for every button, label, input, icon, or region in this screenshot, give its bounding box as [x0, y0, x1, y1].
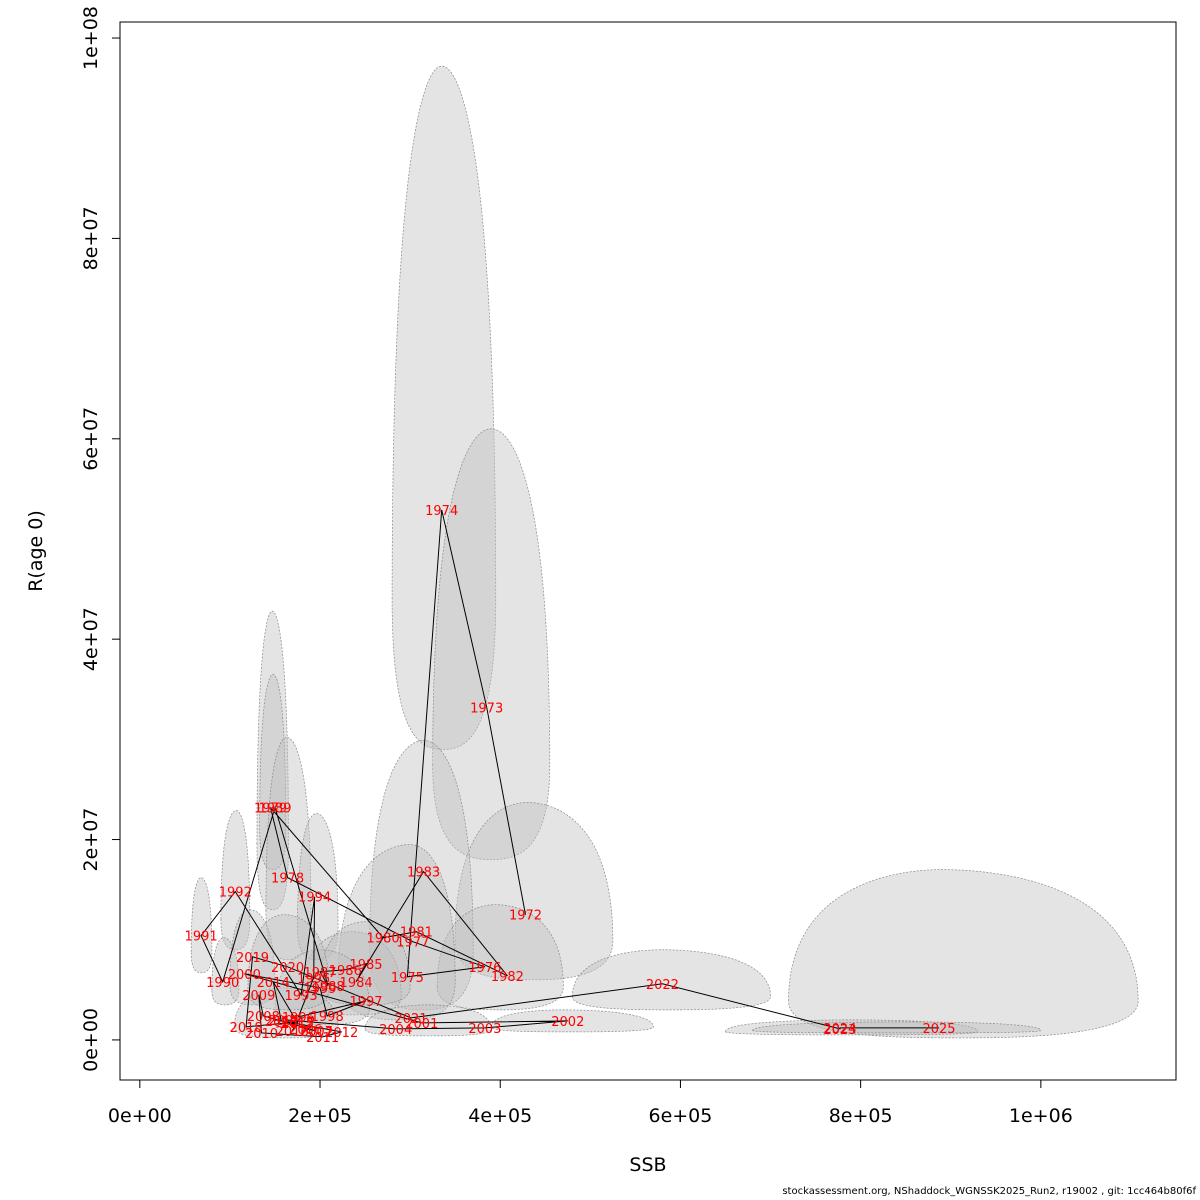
year-label: 2013	[265, 1015, 298, 1030]
y-tick-label: 6e+07	[80, 407, 102, 471]
uncertainty-region	[391, 65, 497, 750]
year-label: 1995	[297, 972, 330, 987]
uncertainty-region	[432, 428, 551, 860]
year-label: 2007	[300, 1025, 333, 1040]
y-axis: 0e+00 2e+07 4e+07 6e+07 8e+07 1e+08	[80, 6, 121, 1072]
year-label: 1981	[400, 926, 433, 941]
year-label: 2005	[268, 1014, 301, 1029]
footer-caption: stockassessment.org, NShaddock_WGNSSK202…	[782, 1186, 1196, 1197]
uncertainty-regions	[190, 65, 1139, 1039]
year-label: 2010	[245, 1027, 278, 1042]
year-label: 2011	[306, 1031, 339, 1046]
year-label: 2021	[394, 1012, 427, 1027]
y-axis-title: R(age 0)	[25, 510, 47, 592]
year-label: 1983	[407, 866, 440, 881]
x-axis-title: SSB	[629, 1154, 666, 1176]
year-label: 2024	[823, 1022, 856, 1037]
uncertainty-region	[337, 844, 456, 1021]
year-label: 1999	[303, 982, 336, 997]
year-label: 1976	[468, 961, 501, 976]
year-label: 2019	[236, 951, 269, 966]
uncertainty-region	[301, 931, 402, 1016]
year-label: 1990	[206, 976, 239, 991]
year-label: 1984	[340, 976, 373, 991]
year-label: 2015	[281, 1017, 314, 1032]
year-label: 1975	[391, 971, 424, 986]
year-label: 2014	[257, 976, 290, 991]
uncertainty-region	[454, 802, 614, 981]
y-tick-label: 1e+08	[80, 6, 102, 70]
year-label: 1979	[254, 802, 287, 817]
year-label: 2023	[823, 1023, 856, 1038]
uncertainty-region	[319, 921, 411, 1006]
x-tick-label: 0e+00	[108, 1105, 172, 1127]
trajectory-line	[200, 509, 939, 1038]
year-label: 1988	[312, 980, 345, 995]
year-label: 2017	[281, 1016, 314, 1031]
year-label: 2012	[325, 1026, 358, 1041]
year-label: 1987	[303, 966, 336, 981]
year-label: 1982	[491, 970, 524, 985]
year-label: 2022	[646, 978, 679, 993]
year-label: 2016	[276, 1025, 309, 1040]
uncertainty-region	[490, 1009, 654, 1033]
x-tick-label: 6e+05	[648, 1105, 712, 1127]
x-tick-label: 1e+06	[1009, 1105, 1073, 1127]
uncertainty-region	[265, 737, 312, 961]
year-label: 1980	[367, 932, 400, 947]
year-label: 2004	[379, 1023, 412, 1038]
year-label: 1974	[425, 504, 458, 519]
year-label: 1977	[396, 936, 429, 951]
y-tick-label: 2e+07	[80, 808, 102, 872]
year-label: 2002	[551, 1015, 584, 1030]
year-label: 1972	[509, 909, 542, 924]
year-label: 1973	[470, 701, 503, 716]
year-label: 1992	[219, 886, 252, 901]
stock-recruitment-trajectory	[200, 509, 939, 1038]
year-label: 2001	[405, 1017, 438, 1032]
uncertainty-region	[788, 869, 1139, 1039]
year-label: 2008	[247, 1010, 280, 1025]
year-label: 1989	[258, 802, 291, 817]
year-label: 2003	[468, 1022, 501, 1037]
uncertainty-region	[571, 949, 771, 1011]
uncertainty-region	[190, 877, 213, 974]
year-label: 1997	[349, 995, 382, 1010]
year-label: 1978	[271, 872, 304, 887]
uncertainty-region	[256, 610, 289, 911]
year-label: 2020	[271, 961, 304, 976]
x-tick-label: 4e+05	[468, 1105, 532, 1127]
year-labels: 1972 1973 1974 1975 1976 1977 1978 1979 1980 1981…	[185, 504, 956, 1046]
year-label: 1991	[185, 930, 218, 945]
y-tick-label: 8e+07	[80, 206, 102, 270]
x-axis: 0e+00 2e+05 4e+05 6e+05 8e+05 1e+06	[108, 1079, 1073, 1127]
year-label: 1985	[349, 958, 382, 973]
x-tick-label: 2e+05	[288, 1105, 352, 1127]
y-tick-label: 0e+00	[80, 1008, 102, 1072]
year-label: 1993	[285, 989, 318, 1004]
y-tick-label: 4e+07	[80, 607, 102, 671]
year-label: 1996	[282, 1011, 315, 1026]
year-label: 1998	[311, 1010, 344, 1025]
year-label: 2009	[242, 989, 275, 1004]
year-label: 2006	[289, 1023, 322, 1038]
year-label: 2018	[230, 1021, 263, 1036]
uncertainty-region	[436, 904, 564, 1011]
x-tick-label: 8e+05	[829, 1105, 893, 1127]
year-label: 2000	[228, 968, 261, 983]
year-label: 2025	[922, 1022, 955, 1037]
year-label: 1994	[298, 891, 331, 906]
year-label: 1986	[329, 964, 362, 979]
